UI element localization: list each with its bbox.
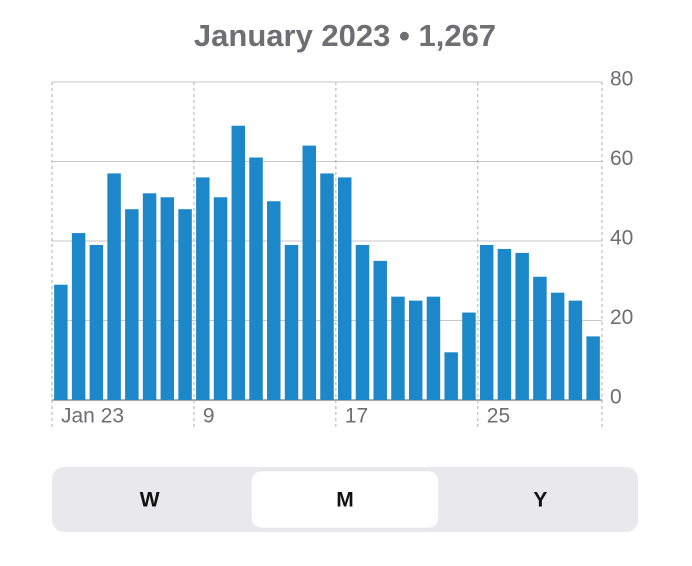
bar: [462, 312, 476, 400]
bar: [408, 300, 423, 400]
bar: [160, 197, 175, 400]
segment-label[interactable]: W: [140, 489, 160, 512]
segment-label[interactable]: Y: [533, 489, 547, 512]
bar: [231, 125, 246, 400]
bar: [89, 244, 104, 400]
bar: [320, 173, 334, 400]
y-tick-label: 40: [610, 227, 633, 250]
selected-segment[interactable]: [251, 470, 439, 529]
bar: [284, 244, 299, 400]
bar: [550, 292, 565, 400]
segment-label[interactable]: M: [336, 489, 354, 512]
bar: [267, 201, 281, 400]
bar: [586, 336, 600, 400]
x-tick-label: Jan 23: [61, 405, 124, 428]
bar: [338, 177, 352, 400]
x-tick-label: 25: [487, 405, 510, 428]
bar: [213, 197, 228, 400]
bar: [125, 209, 139, 400]
bar: [568, 300, 583, 400]
y-tick-label: 20: [610, 306, 633, 329]
bar: [479, 244, 494, 400]
y-tick-label: 60: [610, 147, 633, 170]
y-tick-label: 0: [610, 386, 622, 409]
bar: [178, 209, 192, 400]
bar: [71, 233, 86, 400]
x-tick-label: 17: [345, 405, 368, 428]
y-tick-label: 80: [610, 68, 633, 91]
bar: [426, 296, 441, 400]
bar: [444, 352, 458, 400]
chart-title: January 2023 • 1,267: [194, 18, 496, 53]
bar: [107, 173, 121, 400]
bar: [249, 157, 263, 400]
bar: [196, 177, 210, 400]
bar: [54, 284, 68, 400]
bar: [355, 244, 370, 400]
x-tick-label: 9: [203, 405, 215, 428]
bar: [373, 260, 387, 400]
bar: [533, 276, 547, 400]
bar: [515, 252, 529, 400]
bar: [391, 296, 405, 400]
bar: [302, 145, 316, 400]
bar: [497, 248, 512, 400]
bar: [142, 193, 157, 400]
